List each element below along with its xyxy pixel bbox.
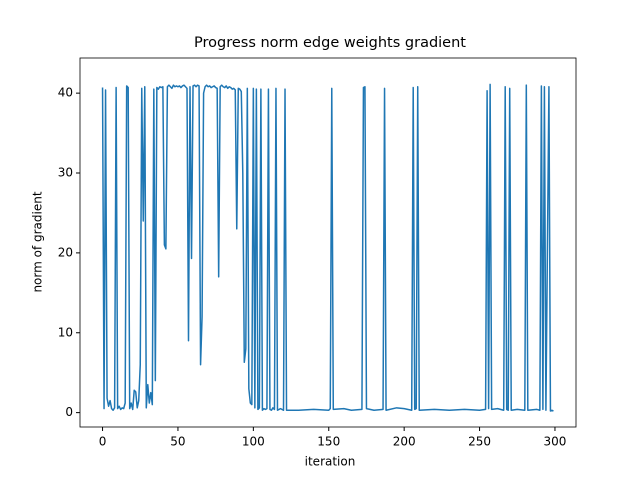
x-tick-label: 50 xyxy=(170,435,185,449)
y-tick-label: 20 xyxy=(58,245,73,259)
plot-frame xyxy=(79,57,577,428)
chart-title: Progress norm edge weights gradient xyxy=(194,35,466,51)
x-tick-label: 0 xyxy=(99,435,107,449)
x-tick-label: 200 xyxy=(393,435,416,449)
y-tick-label: 10 xyxy=(58,325,73,339)
x-tick-label: 100 xyxy=(242,435,265,449)
x-tick-label: 150 xyxy=(317,435,340,449)
x-tick-label: 300 xyxy=(544,435,567,449)
y-tick-label: 0 xyxy=(65,405,73,419)
data-line xyxy=(101,83,554,412)
x-axis-label: iteration xyxy=(305,455,356,469)
y-tick-label: 30 xyxy=(58,166,73,180)
x-tick-label: 250 xyxy=(468,435,491,449)
y-axis-label: norm of gradient xyxy=(31,191,45,292)
y-tick-label: 40 xyxy=(58,86,73,100)
